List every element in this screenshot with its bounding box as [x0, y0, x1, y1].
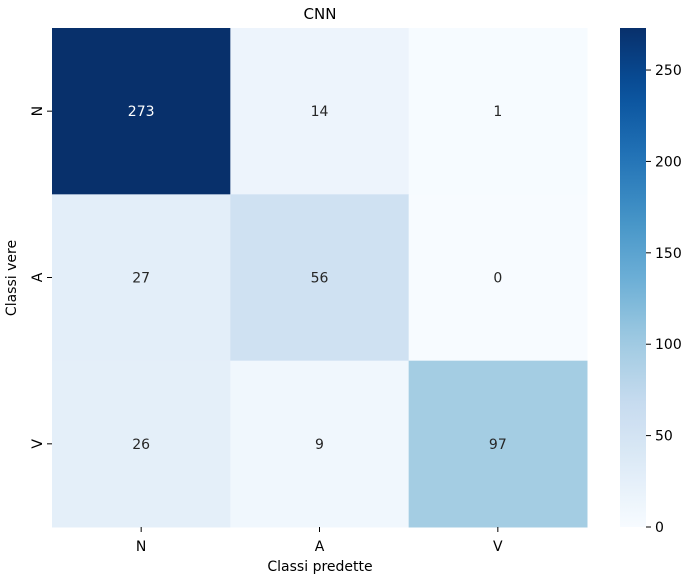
y-axis-label: Classi vere [4, 240, 20, 316]
chart-title: CNN [304, 5, 337, 23]
heatmap-cells: 273 14 1 27 56 0 26 9 97 [52, 28, 588, 528]
colorbar-tick-label: 50 [655, 429, 673, 445]
cell-value-label: 14 [311, 104, 329, 120]
y-tick-label: A [30, 272, 46, 282]
colorbar-tick-label: 0 [655, 520, 664, 536]
cell-value-label: 9 [315, 437, 324, 453]
x-tick-label: A [315, 539, 325, 555]
x-tick-label: V [493, 539, 503, 555]
cell-value-label: 0 [493, 271, 502, 287]
colorbar-tick-label: 100 [655, 337, 682, 353]
cell-value-label: 273 [128, 104, 155, 120]
y-tick-label: N [30, 106, 46, 116]
heatmap-cell [52, 360, 231, 528]
colorbar-tick-label: 250 [655, 63, 682, 79]
cell-value-label: 27 [132, 271, 150, 287]
heatmap-cell [230, 194, 410, 362]
x-tick-label: N [136, 539, 146, 555]
colorbar-tick-label: 200 [655, 154, 682, 170]
colorbar: 0 50 100 150 200 250 [620, 28, 682, 536]
heatmap-cell [408, 28, 588, 195]
heatmap-cell [408, 360, 588, 528]
cell-value-label: 56 [311, 271, 329, 287]
colorbar-gradient [620, 28, 646, 527]
heatmap-cell [52, 28, 231, 195]
y-axis: N A V [30, 106, 52, 449]
cell-value-label: 1 [493, 104, 502, 120]
x-axis-label: Classi predette [267, 559, 372, 575]
y-tick-label: V [30, 439, 46, 449]
heatmap-cell [408, 194, 588, 362]
heatmap-cell [230, 28, 410, 195]
heatmap-cell [230, 360, 410, 528]
colorbar-tick-label: 150 [655, 246, 682, 262]
cell-value-label: 26 [132, 437, 150, 453]
heatmap-cell [52, 194, 231, 362]
cell-value-label: 97 [489, 437, 507, 453]
